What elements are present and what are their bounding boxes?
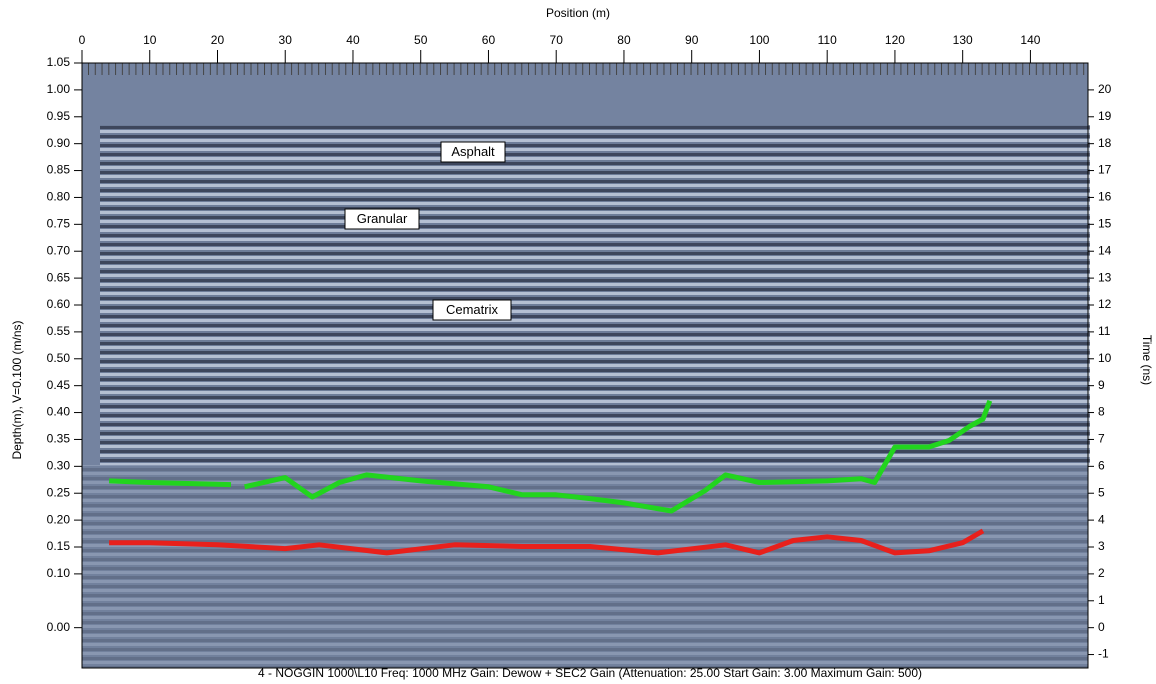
- x-tick-label: 60: [482, 33, 496, 47]
- y-tick-label: 0.75: [47, 217, 71, 231]
- x-tick-label: 100: [749, 33, 769, 47]
- y-tick-label: 0.50: [47, 351, 71, 365]
- y2-tick-label: 16: [1098, 190, 1112, 204]
- y-tick-label: 0.40: [47, 405, 71, 419]
- x-tick-label: 40: [346, 33, 360, 47]
- y-tick-label: 0.70: [47, 243, 71, 257]
- y2-tick-label: 11: [1098, 324, 1111, 338]
- y2-tick-label: 18: [1098, 136, 1112, 150]
- y-tick-label: 1.05: [47, 55, 71, 69]
- y2-tick-label: 5: [1098, 485, 1105, 499]
- y2-tick-label: 10: [1098, 351, 1112, 365]
- x-tick-label: 140: [1020, 33, 1040, 47]
- footer-info: 4 - NOGGIN 1000\L10 Freq: 1000 MHz Gain:…: [258, 666, 922, 680]
- x-tick-label: 70: [550, 33, 564, 47]
- x-tick-label: 0: [79, 33, 86, 47]
- y-tick-label: 0.30: [47, 459, 71, 473]
- x-tick-label: 10: [143, 33, 157, 47]
- y2-tick-label: 1: [1098, 593, 1105, 607]
- y-tick-label: 0.10: [47, 566, 71, 580]
- y2-tick-label: 19: [1098, 109, 1112, 123]
- y-tick-label: 0.20: [47, 512, 71, 526]
- x-tick-label: 20: [211, 33, 225, 47]
- x-axis-title: Position (m): [546, 6, 610, 20]
- y-tick-label: 0.85: [47, 163, 71, 177]
- y-tick-label: 0.60: [47, 297, 71, 311]
- y2-tick-label: 13: [1098, 270, 1112, 284]
- x-tick-label: 30: [279, 33, 293, 47]
- annotation: Granular: [357, 211, 408, 226]
- y-tick-label: 0.65: [47, 270, 71, 284]
- y2-tick-label: 20: [1098, 82, 1112, 96]
- y-tick-label: 0.90: [47, 136, 71, 150]
- y-tick-label: 0.45: [47, 378, 71, 392]
- y-tick-label: 0.80: [47, 190, 71, 204]
- y2-axis-title: Time (ns): [1140, 335, 1154, 385]
- y2-tick-label: 9: [1098, 378, 1105, 392]
- x-tick-label: 110: [818, 33, 837, 47]
- x-tick-label: 130: [953, 33, 973, 47]
- x-tick-label: 120: [885, 33, 905, 47]
- y2-tick-label: 7: [1098, 432, 1105, 446]
- position-ruler: [82, 63, 1088, 75]
- x-tick-label: 50: [414, 33, 428, 47]
- y-tick-label: 0.15: [47, 539, 71, 553]
- x-tick-label: 90: [685, 33, 699, 47]
- y2-tick-label: 17: [1098, 163, 1112, 177]
- y2-tick-label: -1: [1098, 647, 1109, 661]
- y2-tick-label: 3: [1098, 539, 1105, 553]
- y2-tick-label: 6: [1098, 459, 1105, 473]
- radargram-reflections-deep: [82, 465, 1088, 668]
- chart: Position (m) Depth(m), V=0.100 (m/ns) Ti…: [0, 0, 1156, 684]
- y-tick-label: 0.25: [47, 485, 71, 499]
- y2-tick-label: 2: [1098, 566, 1105, 580]
- y2-tick-label: 12: [1098, 297, 1112, 311]
- y-tick-label: 0.95: [47, 109, 71, 123]
- y-tick-label: 0.00: [47, 620, 71, 634]
- y2-tick-label: 8: [1098, 405, 1105, 419]
- y2-tick-label: 0: [1098, 620, 1105, 634]
- y2-tick-label: 14: [1098, 243, 1112, 257]
- page: {"chart_data": { "type": "line", "title"…: [0, 0, 1156, 684]
- annotation: Cematrix: [446, 302, 499, 317]
- x-tick-label: 80: [617, 33, 631, 47]
- y-tick-label: 0.35: [47, 432, 71, 446]
- annotation: Asphalt: [451, 144, 495, 159]
- y-tick-label: 1.00: [47, 82, 71, 96]
- y-axis-title: Depth(m), V=0.100 (m/ns): [10, 320, 24, 459]
- radargram-reflections: [100, 125, 1090, 465]
- y-tick-label: 0.55: [47, 324, 71, 338]
- y2-tick-label: 15: [1098, 217, 1112, 231]
- y2-tick-label: 4: [1098, 512, 1105, 526]
